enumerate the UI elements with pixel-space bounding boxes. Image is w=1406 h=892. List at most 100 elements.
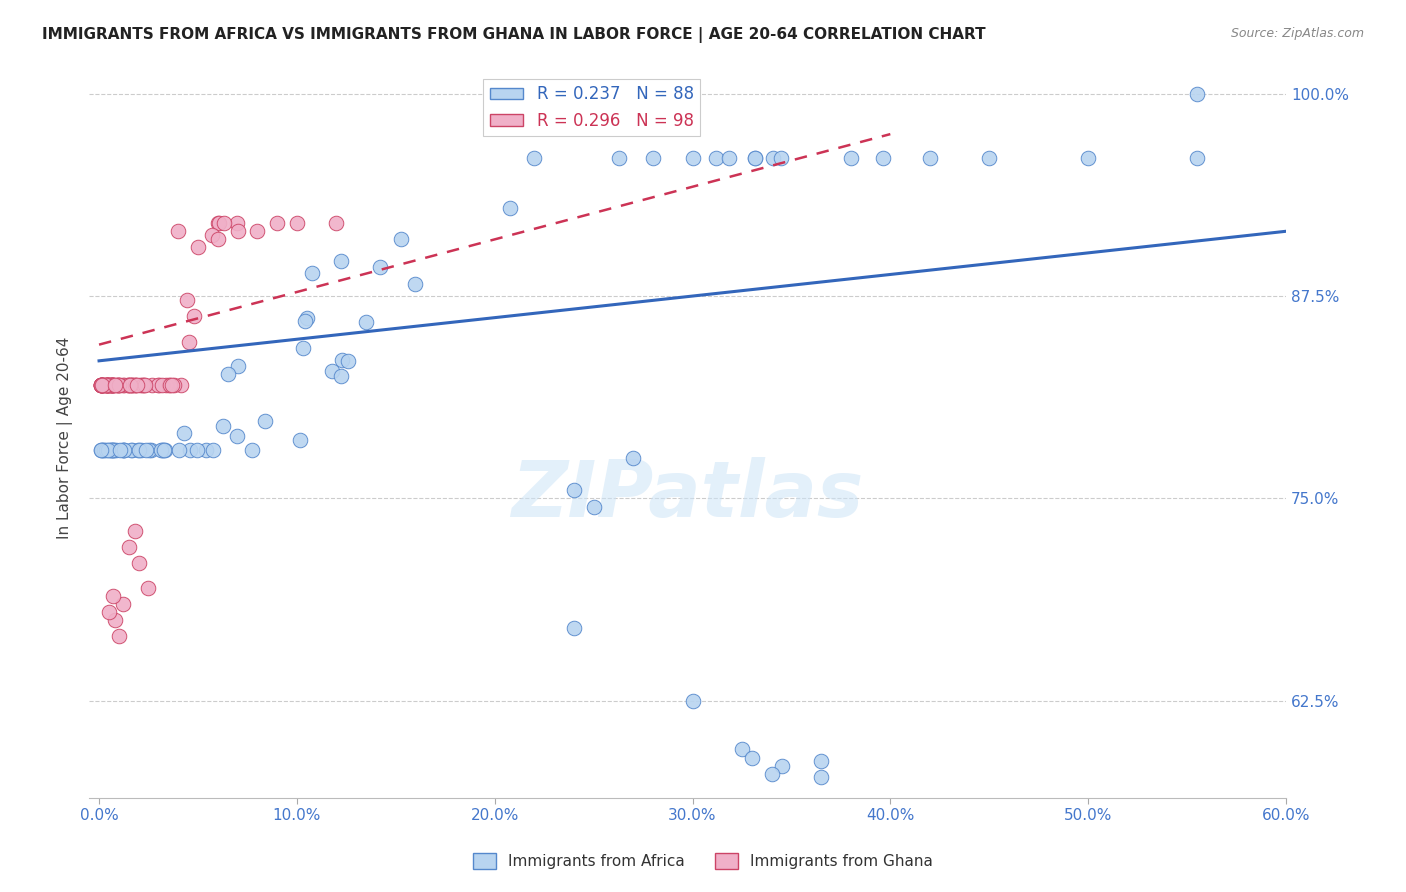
Point	[104, 613, 127, 627]
Point	[90, 442, 112, 457]
Point	[98, 378, 121, 392]
Point	[254, 414, 277, 428]
Point	[330, 368, 353, 383]
Point	[90, 378, 112, 392]
Point	[1185, 152, 1208, 166]
Point	[112, 442, 135, 457]
Point	[91, 378, 114, 392]
Point	[370, 260, 392, 275]
Point	[90, 378, 112, 392]
Point	[741, 750, 763, 764]
Point	[329, 254, 352, 268]
Point	[207, 216, 229, 230]
Point	[129, 442, 152, 457]
Point	[134, 378, 156, 392]
Point	[94, 378, 117, 392]
Point	[744, 152, 766, 166]
Point	[839, 152, 862, 166]
Point	[104, 442, 127, 457]
Point	[97, 378, 120, 392]
Point	[132, 378, 155, 392]
Legend: R = 0.237   N = 88, R = 0.296   N = 98: R = 0.237 N = 88, R = 0.296 N = 98	[484, 78, 700, 136]
Point	[682, 694, 704, 708]
Point	[90, 442, 112, 457]
Point	[288, 433, 311, 447]
Point	[744, 152, 766, 166]
Point	[153, 442, 176, 457]
Point	[183, 309, 205, 323]
Legend: Immigrants from Africa, Immigrants from Ghana: Immigrants from Africa, Immigrants from …	[467, 847, 939, 875]
Point	[562, 483, 585, 498]
Point	[111, 442, 134, 457]
Point	[96, 378, 118, 392]
Point	[645, 95, 668, 109]
Point	[704, 152, 727, 166]
Point	[214, 216, 236, 230]
Text: IMMIGRANTS FROM AFRICA VS IMMIGRANTS FROM GHANA IN LABOR FORCE | AGE 20-64 CORRE: IMMIGRANTS FROM AFRICA VS IMMIGRANTS FRO…	[42, 27, 986, 43]
Point	[101, 378, 124, 392]
Point	[139, 442, 162, 457]
Point	[101, 442, 124, 457]
Point	[201, 228, 224, 243]
Point	[121, 378, 143, 392]
Point	[107, 378, 129, 392]
Point	[131, 378, 153, 392]
Point	[103, 442, 125, 457]
Point	[146, 378, 169, 392]
Point	[90, 378, 112, 392]
Point	[97, 378, 120, 392]
Point	[297, 311, 319, 326]
Point	[186, 442, 208, 457]
Point	[108, 378, 131, 392]
Point	[761, 766, 783, 780]
Point	[90, 378, 112, 392]
Point	[96, 378, 118, 392]
Point	[96, 378, 118, 392]
Point	[101, 378, 124, 392]
Point	[389, 232, 412, 246]
Point	[169, 378, 191, 392]
Point	[121, 378, 143, 392]
Point	[134, 378, 156, 392]
Point	[128, 556, 150, 570]
Point	[582, 500, 605, 514]
Point	[111, 442, 134, 457]
Point	[101, 442, 124, 457]
Point	[810, 770, 832, 784]
Point	[124, 378, 146, 392]
Point	[138, 442, 160, 457]
Point	[94, 378, 117, 392]
Point	[93, 378, 115, 392]
Point	[101, 442, 124, 457]
Point	[159, 378, 181, 392]
Point	[1185, 87, 1208, 101]
Point	[135, 442, 157, 457]
Point	[120, 442, 142, 457]
Point	[176, 293, 198, 307]
Point	[121, 442, 143, 457]
Point	[207, 232, 229, 246]
Point	[101, 378, 124, 392]
Point	[155, 378, 177, 392]
Point	[621, 450, 644, 465]
Point	[120, 378, 142, 392]
Point	[354, 315, 377, 329]
Point	[91, 378, 114, 392]
Point	[167, 442, 190, 457]
Point	[111, 597, 134, 611]
Point	[125, 378, 148, 392]
Point	[211, 419, 233, 434]
Point	[337, 353, 360, 368]
Point	[104, 378, 127, 392]
Point	[90, 378, 112, 392]
Point	[167, 224, 190, 238]
Point	[266, 216, 288, 230]
Point	[98, 378, 121, 392]
Point	[330, 352, 353, 367]
Point	[127, 442, 149, 457]
Point	[226, 224, 249, 238]
Point	[217, 368, 239, 382]
Point	[96, 378, 118, 392]
Point	[129, 378, 152, 392]
Point	[103, 378, 125, 392]
